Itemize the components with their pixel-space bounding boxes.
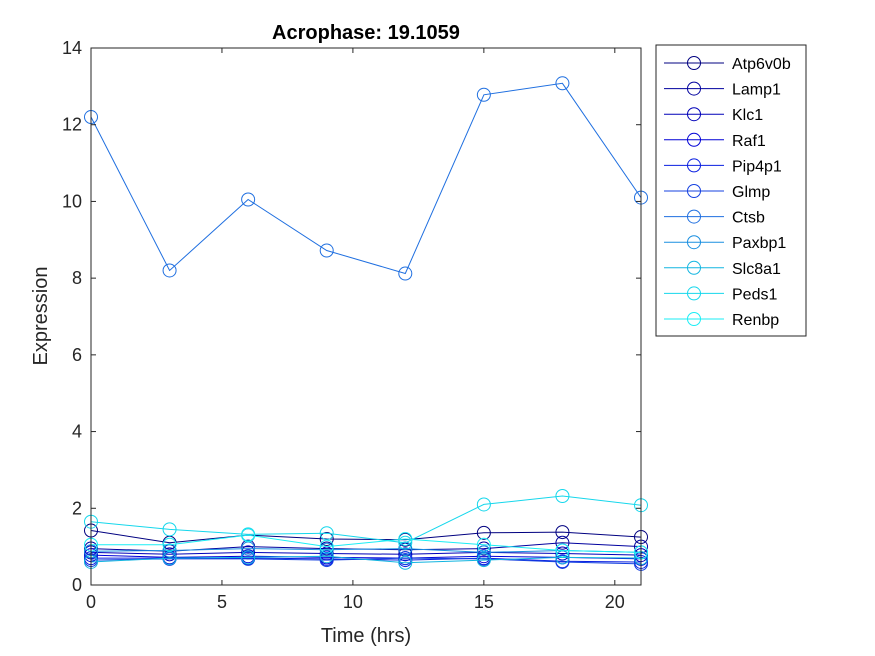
data-point xyxy=(476,87,491,102)
plot-area xyxy=(91,48,641,585)
data-point xyxy=(555,525,570,540)
data-point xyxy=(555,489,570,504)
y-tick-label: 0 xyxy=(72,575,82,595)
legend-marker xyxy=(687,209,701,224)
legend-marker xyxy=(687,132,701,147)
legend-marker xyxy=(687,184,701,198)
data-point xyxy=(555,535,570,550)
data-point xyxy=(476,497,491,512)
data-point xyxy=(555,554,570,569)
data-point xyxy=(241,192,256,207)
plot-frame xyxy=(90,47,642,586)
data-point xyxy=(398,551,413,566)
data-point xyxy=(476,537,491,552)
data-point xyxy=(162,522,177,537)
series-line xyxy=(90,82,642,275)
legend-item: Pip4p1 xyxy=(664,158,782,175)
legend-marker xyxy=(687,312,701,326)
data-point xyxy=(398,531,413,546)
series-line xyxy=(90,495,642,544)
data-point xyxy=(319,531,334,546)
data-point xyxy=(162,547,177,562)
series-line xyxy=(90,555,642,564)
data-point xyxy=(241,528,256,543)
legend-label: Glmp xyxy=(732,184,770,201)
data-point xyxy=(398,547,413,562)
legend-label: Raf1 xyxy=(732,133,766,150)
legend-item: Peds1 xyxy=(664,286,777,303)
legend-label: Lamp1 xyxy=(732,82,781,99)
data-point xyxy=(162,537,177,552)
y-tick-label: 2 xyxy=(72,498,82,518)
data-point xyxy=(398,266,413,281)
legend-item: Klc1 xyxy=(664,107,763,124)
x-tick-label: 15 xyxy=(474,592,494,612)
legend-marker xyxy=(687,260,701,275)
y-tick-label: 6 xyxy=(72,345,82,365)
y-tick-label: 10 xyxy=(62,191,82,211)
x-tick-label: 0 xyxy=(86,592,96,612)
legend-item: Paxbp1 xyxy=(664,235,786,252)
series-line xyxy=(90,551,642,556)
legend-marker xyxy=(687,235,701,250)
legend-item: Slc8a1 xyxy=(664,260,781,278)
data-point xyxy=(398,541,413,556)
legend-marker xyxy=(687,56,701,70)
legend-item: Renbp xyxy=(664,312,779,329)
legend: Atp6v0b Lamp1 Klc1 Raf1 Pip4p1 Glmp Ctsb Paxbp1… xyxy=(655,44,807,337)
legend-marker xyxy=(687,107,701,122)
legend-item: Atp6v0b xyxy=(664,56,791,73)
data-point xyxy=(398,555,413,570)
x-axis-label: Time (hrs) xyxy=(321,625,411,647)
legend-label: Paxbp1 xyxy=(732,235,786,252)
data-point xyxy=(555,76,570,91)
legend-label: Ctsb xyxy=(732,210,765,227)
data-point xyxy=(555,543,570,558)
data-point xyxy=(476,553,491,568)
legend-item: Ctsb xyxy=(664,209,765,227)
legend-item: Glmp xyxy=(664,184,770,201)
data-point xyxy=(476,545,491,560)
data-point xyxy=(398,535,413,550)
chart-title: Acrophase: 19.1059 xyxy=(272,22,460,44)
x-axis: 0 5 10 15 20 xyxy=(86,48,625,612)
x-tick-label: 20 xyxy=(605,592,625,612)
legend-label: Pip4p1 xyxy=(732,158,782,175)
y-tick-label: 14 xyxy=(62,38,82,58)
legend-item: Raf1 xyxy=(664,132,766,150)
data-point xyxy=(162,543,177,558)
y-axis: 0 2 4 6 8 10 12 14 xyxy=(62,38,641,595)
legend-marker xyxy=(687,158,701,173)
legend-label: Slc8a1 xyxy=(732,261,781,278)
legend-label: Peds1 xyxy=(732,286,777,303)
y-tick-label: 12 xyxy=(62,115,82,135)
series-renbp xyxy=(84,528,648,560)
series-line xyxy=(91,534,642,553)
legend-marker xyxy=(687,286,701,301)
data-point xyxy=(162,263,177,278)
data-point xyxy=(241,550,256,565)
y-axis-label: Expression xyxy=(30,267,52,366)
series-line xyxy=(90,530,642,544)
legend-marker xyxy=(687,81,701,96)
legend-items: Atp6v0b Lamp1 Klc1 Raf1 Pip4p1 Glmp Ctsb Paxbp1… xyxy=(664,56,791,329)
legend-label: Klc1 xyxy=(732,107,763,124)
legend-item: Lamp1 xyxy=(664,81,781,99)
data-point xyxy=(555,546,570,561)
y-tick-label: 8 xyxy=(72,268,82,288)
series-line xyxy=(90,554,642,560)
data-point xyxy=(319,549,334,564)
legend-label: Renbp xyxy=(732,312,779,329)
data-point xyxy=(319,243,334,258)
legend-label: Atp6v0b xyxy=(732,56,791,73)
y-tick-label: 4 xyxy=(72,422,82,442)
data-point xyxy=(476,541,491,556)
x-tick-label: 5 xyxy=(217,592,227,612)
data-point xyxy=(319,539,334,554)
x-tick-label: 10 xyxy=(343,592,363,612)
series-line xyxy=(90,548,642,553)
data-point xyxy=(476,525,491,540)
